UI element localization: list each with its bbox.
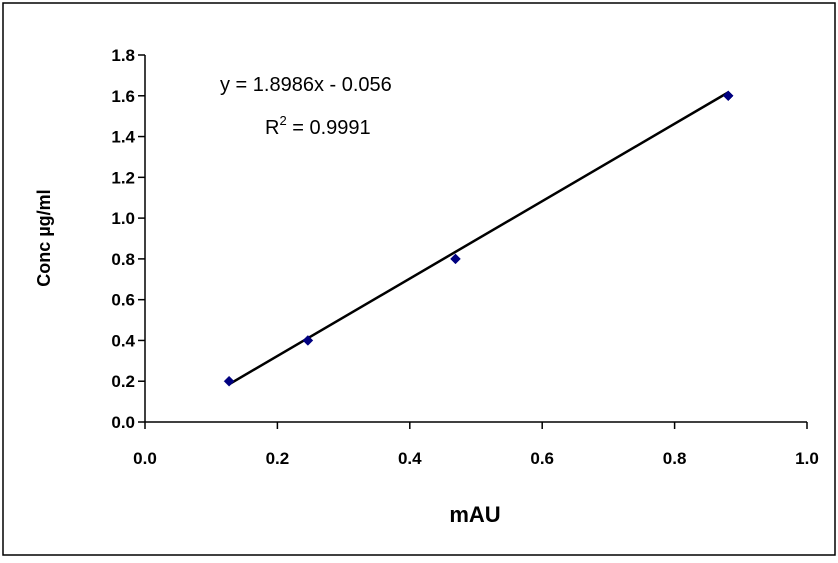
r-squared-value: = 0.9991 — [287, 117, 371, 139]
y-tick-label: 1.4 — [111, 128, 135, 147]
y-axis-title: Conc µg/ml — [34, 189, 54, 286]
y-tick-label: 0.6 — [111, 291, 135, 310]
data-point — [450, 253, 461, 265]
x-tick-label: 0.2 — [266, 449, 290, 468]
x-tick-label: 0.0 — [133, 449, 157, 468]
x-tick-label: 0.6 — [530, 449, 554, 468]
y-tick-label: 0.8 — [111, 250, 135, 269]
y-tick-label: 1.6 — [111, 87, 135, 106]
y-tick-label: 0.2 — [111, 372, 135, 391]
axes-layer — [144, 55, 807, 423]
x-tick-label: 0.8 — [663, 449, 687, 468]
ticks-layer: 0.0 0.2 0.4 0.6 0.8 1.0 1.2 1.4 1.6 1.8 0.0 0.2 0.4 0… — [111, 46, 818, 468]
y-tick-label: 1.8 — [111, 46, 135, 65]
trendline — [228, 91, 729, 386]
x-tick-label: 0.4 — [398, 449, 422, 468]
points-layer — [223, 90, 734, 387]
r-squared-superscript: 2 — [279, 113, 286, 128]
data-point — [722, 90, 734, 102]
y-tick-label: 0.4 — [111, 331, 135, 350]
y-tick-label: 1.0 — [111, 209, 135, 228]
chart-border — [2, 2, 836, 556]
r-squared-prefix: R — [265, 117, 279, 139]
y-tick-label: 0.0 — [111, 413, 135, 432]
data-point — [223, 375, 235, 387]
r-squared-label: R2 = 0.9991 — [265, 113, 371, 139]
data-point — [302, 335, 314, 346]
y-tick-label: 1.2 — [111, 168, 135, 187]
x-axis-title: mAU — [449, 502, 500, 527]
trendline-equation: y = 1.8986x - 0.056 — [220, 74, 392, 96]
x-tick-label: 1.0 — [795, 449, 819, 468]
